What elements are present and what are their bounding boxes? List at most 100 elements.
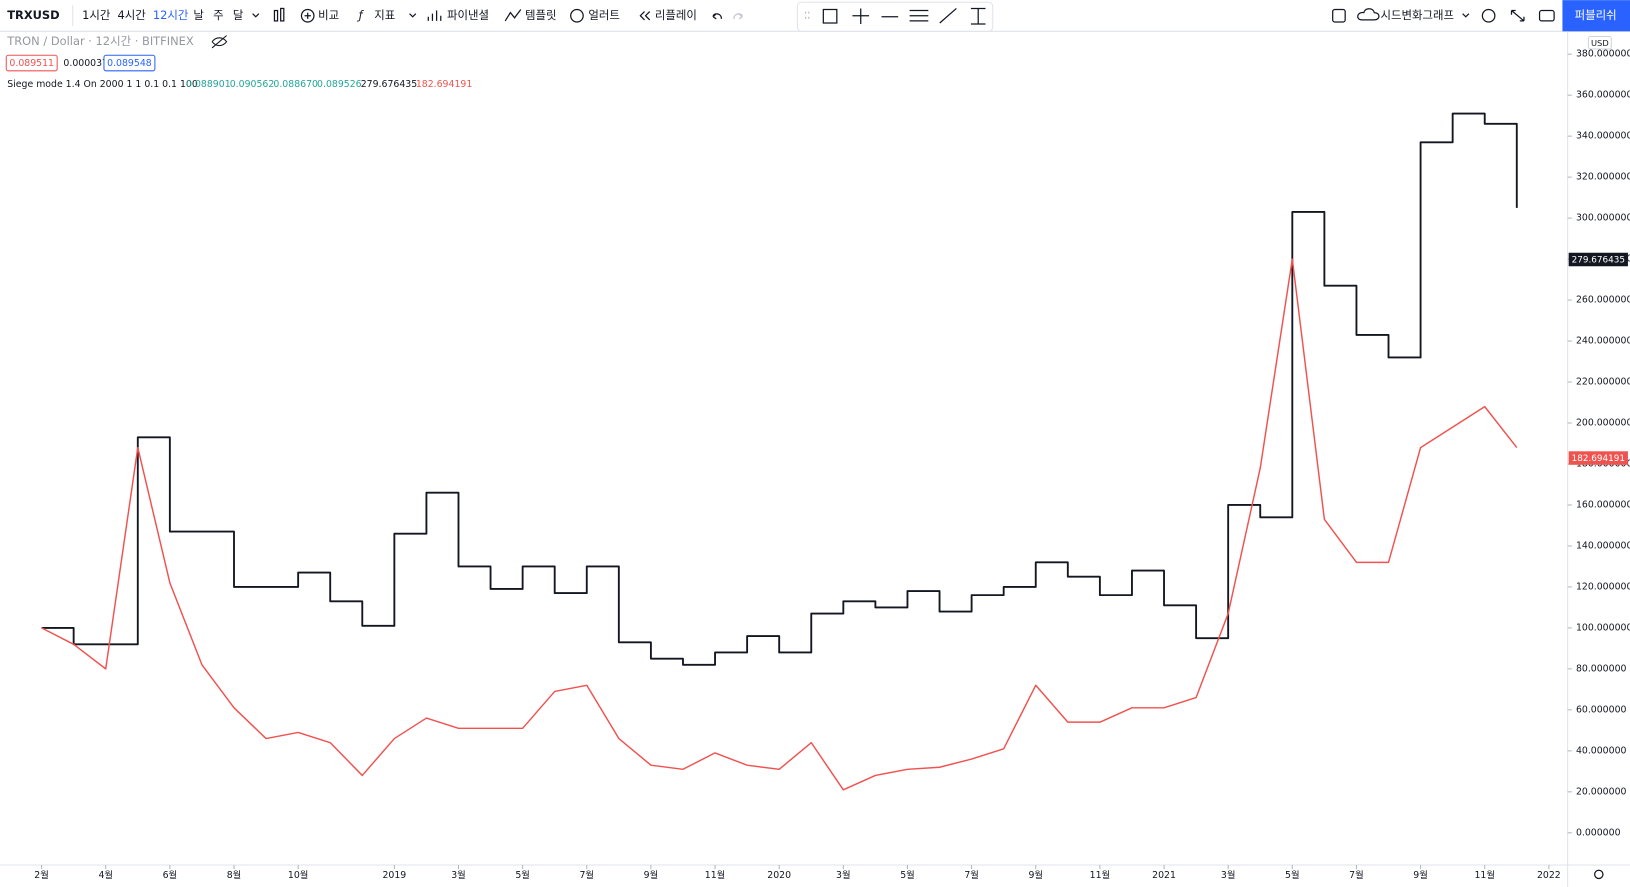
- measure-tool[interactable]: [822, 8, 838, 24]
- x-tick-label: 3월: [1221, 869, 1236, 881]
- x-tick-label: 5월: [1285, 869, 1300, 881]
- publish-button[interactable]: [1562, 0, 1630, 32]
- undo-icon[interactable]: [712, 13, 723, 20]
- plot: 0.000000 20.000000 40.000000 60.000000 80.00…: [34, 49, 1630, 881]
- x-tick-label: 6월: [163, 869, 178, 881]
- buy-price: 0.089548: [107, 58, 152, 69]
- layout-icon[interactable]: [1332, 8, 1346, 23]
- buy-box[interactable]: [103, 54, 156, 72]
- interval-button[interactable]: 날: [193, 8, 204, 22]
- text-tool[interactable]: [970, 7, 986, 25]
- financials-button[interactable]: 파이낸셜: [447, 8, 489, 22]
- dropdown-icon[interactable]: [252, 13, 260, 18]
- y-tick-label: 320.000000: [1576, 172, 1630, 183]
- templates-button[interactable]: 템플릿: [525, 8, 557, 22]
- dropdown-icon[interactable]: [409, 13, 417, 18]
- indicator-value: 0.090562: [230, 79, 275, 90]
- replay-button[interactable]: 리플레이: [655, 8, 697, 22]
- x-tick-label: 3월: [451, 869, 466, 881]
- x-tick-label: 7월: [1349, 869, 1364, 881]
- x-tick-label: 2020: [767, 870, 791, 881]
- layout-name[interactable]: 시드변화그래프: [1381, 8, 1455, 22]
- indicator-value: 0.088670: [273, 79, 318, 90]
- axis-settings-icon[interactable]: [1594, 869, 1604, 880]
- hide-icon[interactable]: [211, 35, 228, 49]
- x-tick-label: 3월: [836, 869, 851, 881]
- alert-icon[interactable]: [570, 8, 584, 23]
- interval-button[interactable]: 12시간: [153, 8, 189, 22]
- y-tick-label: 380.000000: [1576, 49, 1630, 60]
- screenshot-icon[interactable]: [1538, 9, 1555, 22]
- spread: 0.000037: [63, 58, 108, 69]
- y-tick-label: 100.000000: [1576, 622, 1630, 633]
- indicator-icon[interactable]: ƒ: [357, 8, 365, 22]
- indicator-value: 182.694191: [416, 79, 473, 90]
- fullscreen-icon[interactable]: [1510, 9, 1525, 22]
- currency-box: [1587, 35, 1612, 50]
- drawing-toolbar: [796, 1, 994, 32]
- indicator-name: Siege mode 1.4 On 2000 1 1 0.1 0.1 100: [7, 79, 198, 90]
- redo-icon[interactable]: [733, 13, 743, 20]
- symbol-description: TRON / Dollar · 12시간 · BITFINEX: [6, 34, 194, 48]
- indicator-value: 0.088901: [186, 79, 231, 90]
- sell-price: 0.089511: [9, 58, 54, 69]
- replay-icon[interactable]: [639, 11, 651, 21]
- price-tag: [1568, 451, 1628, 465]
- y-tick-label: 40.000000: [1576, 745, 1627, 756]
- templates-icon[interactable]: [504, 9, 522, 22]
- y-tick-label: 340.000000: [1576, 131, 1630, 142]
- y-tick-label: 160.000000: [1576, 499, 1630, 510]
- y-tick-label: 140.000000: [1576, 540, 1630, 551]
- x-tick-label: 2019: [382, 870, 406, 881]
- sell-box[interactable]: [5, 54, 58, 72]
- y-tick-label: 220.000000: [1576, 377, 1630, 388]
- price-tag: [1568, 252, 1628, 267]
- x-tick-label: 8월: [227, 869, 242, 881]
- price-tag-label: 279.676435: [1572, 256, 1625, 266]
- interval-button[interactable]: 주: [213, 8, 224, 22]
- interval-button[interactable]: 1시간: [82, 8, 111, 22]
- compare-button[interactable]: 비교: [318, 8, 339, 22]
- x-tick-label: 11월: [1090, 869, 1111, 881]
- trend-line-tool[interactable]: [939, 7, 957, 24]
- x-tick-label: 10월: [288, 869, 309, 881]
- y-tick-label: 80.000000: [1576, 663, 1627, 674]
- alert-button[interactable]: 얼러트: [588, 8, 620, 22]
- publish-label[interactable]: 퍼블리쉬: [1575, 8, 1617, 22]
- interval-button[interactable]: 달: [233, 8, 244, 22]
- interval-button[interactable]: 4시간: [117, 8, 146, 22]
- x-tick-label: 11월: [1474, 869, 1494, 881]
- cloud-icon[interactable]: [1357, 8, 1380, 21]
- compare-plus: [304, 12, 311, 19]
- symbol[interactable]: TRXUSD: [7, 8, 59, 22]
- price-line: [41, 258, 1518, 791]
- dropdown-icon[interactable]: [1462, 13, 1470, 18]
- indicators-button[interactable]: 지표: [374, 8, 395, 22]
- x-tick-label: 2021: [1152, 870, 1176, 881]
- y-tick-label: 200.000000: [1576, 418, 1630, 429]
- y-tick-label: 300.000000: [1576, 213, 1630, 224]
- indicator-value: 279.676435: [361, 79, 418, 90]
- x-tick-label: 5월: [900, 869, 915, 881]
- indicator-value: 0.089526: [317, 79, 362, 90]
- y-tick-label: 60.000000: [1576, 704, 1627, 715]
- x-tick-label: 4월: [98, 869, 113, 881]
- chart-style-icon[interactable]: [273, 7, 285, 22]
- currency-label: USD: [1591, 38, 1609, 48]
- financials-icon[interactable]: [427, 10, 442, 21]
- y-tick-label: 20.000000: [1576, 786, 1627, 797]
- crosshair-tool[interactable]: [852, 8, 870, 25]
- x-tick-label: 9월: [1413, 869, 1428, 881]
- drag-handle[interactable]: [805, 11, 810, 19]
- y-tick-label: 120.000000: [1576, 581, 1630, 592]
- fib-tool[interactable]: [909, 9, 929, 22]
- settings-icon[interactable]: [1481, 8, 1496, 23]
- x-tick-label: 2월: [34, 869, 49, 881]
- compare-icon[interactable]: [300, 8, 315, 23]
- x-tick-label: 11월: [705, 869, 726, 881]
- price-tag-label: 182.694191: [1572, 454, 1625, 464]
- x-tick-label: 2022: [1537, 870, 1561, 881]
- step-line: [41, 112, 1518, 666]
